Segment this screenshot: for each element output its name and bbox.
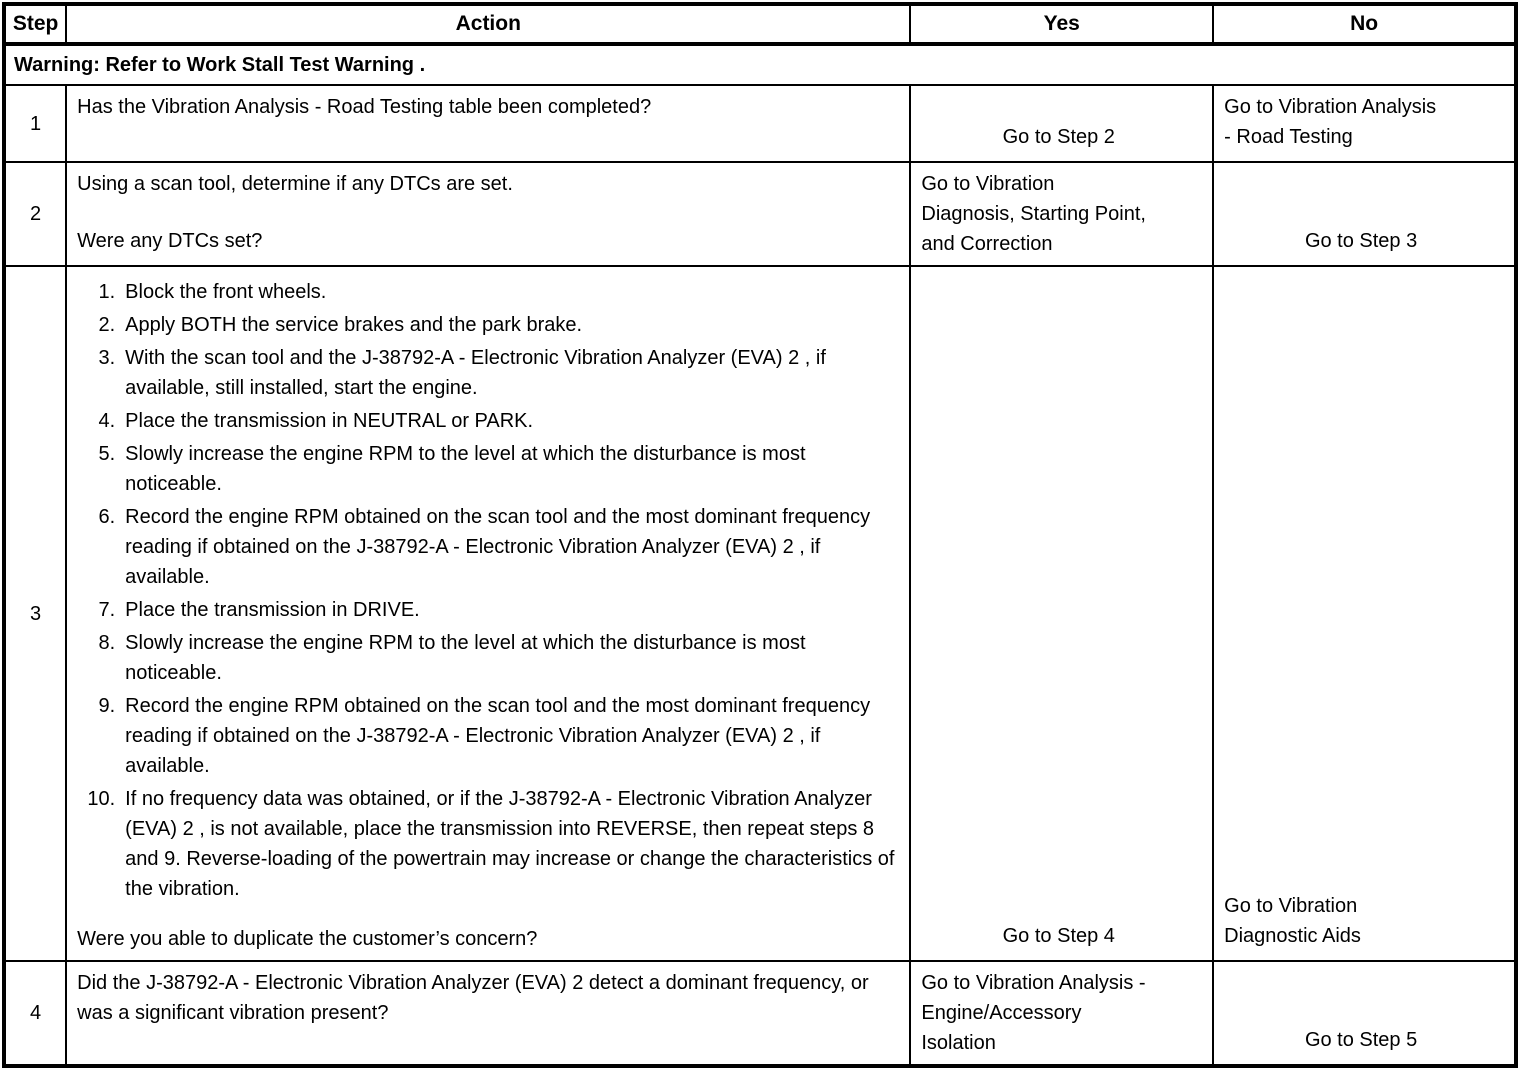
instruction-number: 8. [98, 632, 116, 654]
instruction-number: 1. [98, 281, 116, 303]
action-intro-2: Using a scan tool, determine if any DTCs… [77, 173, 513, 195]
header-row: Step Action Yes No [2, 3, 1517, 46]
step-row-2: 2 Using a scan tool, determine if any DT… [2, 161, 1517, 267]
instruction-item-9: 9. Record the engine RPM obtained on the … [77, 691, 899, 781]
instruction-text: If no frequency data was obtained, or if… [125, 788, 895, 900]
action-question-3: Were you able to duplicate the customer’… [77, 928, 538, 950]
instruction-number: 6. [98, 506, 116, 528]
col-header-step: Step [2, 3, 68, 46]
instruction-text: Apply BOTH the service brakes and the pa… [125, 314, 583, 336]
instruction-item-7: 7. Place the transmission in DRIVE. [77, 595, 899, 625]
no-result-1: Go to Vibration Analysis - Road Testing [1224, 96, 1437, 148]
instruction-text: Place the transmission in NEUTRAL or PAR… [125, 410, 534, 432]
instruction-item-8: 8. Slowly increase the engine RPM to the … [77, 628, 899, 688]
instruction-number: 4. [98, 410, 116, 432]
step-row-1: 1 Has the Vibration Analysis - Road Test… [2, 84, 1517, 163]
instruction-number: 2. [98, 314, 116, 336]
instruction-item-3: 3. With the scan tool and the J-38792-A -… [77, 343, 899, 403]
instruction-text: Record the engine RPM obtained on the sc… [125, 695, 871, 777]
action-question-2: Were any DTCs set? [77, 230, 263, 252]
no-result-4: Go to Step 5 [1304, 1029, 1418, 1051]
instruction-number: 10. [87, 788, 116, 810]
no-result-3: Go to Vibration Diagnostic Aids [1224, 895, 1361, 947]
step-row-3: 3 1. Block the front wheels. 2. Apply BOTH… [2, 265, 1517, 962]
instruction-item-10: 10. If no frequency data was obtained, or… [77, 784, 899, 904]
step-number-4: 4 [2, 960, 68, 1067]
instruction-text: Record the engine RPM obtained on the sc… [125, 506, 871, 588]
warning-row: Warning: Refer to Work Stall Test Warnin… [3, 43, 1517, 86]
yes-result-3: Go to Step 4 [1002, 925, 1115, 947]
instruction-item-4: 4. Place the transmission in NEUTRAL or P… [77, 406, 899, 436]
step-row-4: 4 Did the J-38792-A - Electronic Vibrati… [2, 960, 1517, 1067]
step-number-3: 3 [2, 265, 68, 962]
instruction-item-6: 6. Record the engine RPM obtained on the … [77, 502, 899, 592]
col-header-action: Action [65, 3, 912, 46]
instruction-text: Block the front wheels. [125, 281, 327, 303]
step-number-1: 1 [2, 84, 68, 163]
action-question-1: Has the Vibration Analysis - Road Testin… [77, 96, 652, 118]
instruction-number: 3. [98, 347, 116, 369]
yes-result-1: Go to Step 2 [1002, 126, 1115, 148]
col-header-yes: Yes [909, 3, 1215, 46]
instruction-text: Slowly increase the engine RPM to the le… [125, 443, 806, 495]
instruction-list: 1. Block the front wheels. 2. Apply BOTH t… [77, 277, 899, 904]
instruction-number: 7. [98, 599, 116, 621]
step-number-2: 2 [2, 161, 68, 267]
warning-text: Warning: Refer to Work Stall Test Warnin… [3, 43, 1517, 86]
instruction-text: With the scan tool and the J-38792-A - E… [125, 347, 826, 399]
no-result-2: Go to Step 3 [1304, 230, 1418, 252]
yes-result-2: Go to Vibration Diagnosis, Starting Poin… [921, 173, 1146, 255]
instruction-text: Place the transmission in DRIVE. [125, 599, 420, 621]
instruction-item-5: 5. Slowly increase the engine RPM to the … [77, 439, 899, 499]
action-question-4: Did the J-38792-A - Electronic Vibration… [77, 972, 869, 1024]
instruction-item-1: 1. Block the front wheels. [77, 277, 899, 307]
instruction-item-2: 2. Apply BOTH the service brakes and the … [77, 310, 899, 340]
yes-result-4: Go to Vibration Analysis - Engine/Access… [921, 972, 1146, 1054]
instruction-text: Slowly increase the engine RPM to the le… [125, 632, 806, 684]
col-header-no: No [1212, 3, 1517, 46]
instruction-number: 9. [98, 695, 116, 717]
instruction-number: 5. [98, 443, 116, 465]
